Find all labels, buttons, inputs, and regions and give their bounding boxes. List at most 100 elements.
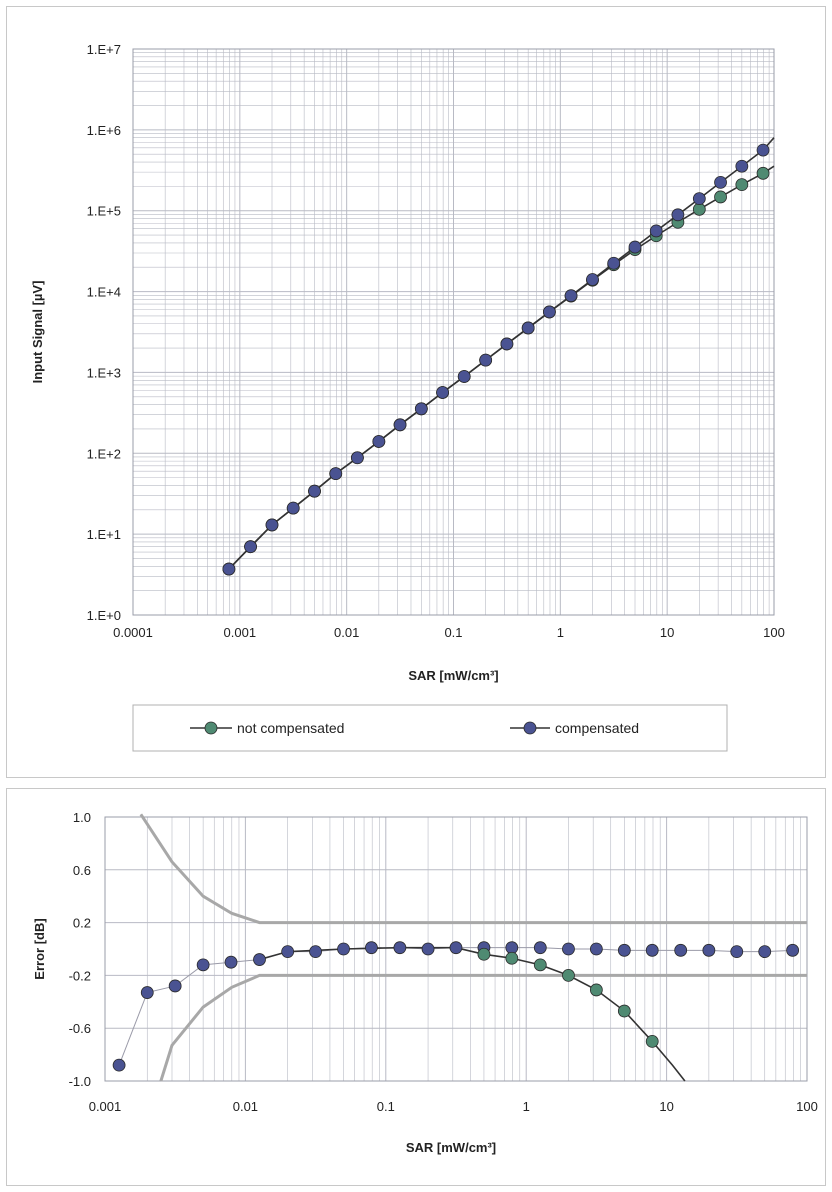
top-y-tick-label: 1.E+0 (87, 608, 121, 623)
bottom-point-compensated (309, 945, 322, 959)
bottom-y-tick-label: 0.6 (73, 863, 91, 878)
bottom-plot-frame (104, 816, 808, 1082)
bottom-y-tick-label: -0.2 (69, 968, 91, 983)
top-point-compensated (542, 305, 556, 319)
bottom-point-compensated (533, 941, 547, 955)
top-point-compensated (756, 143, 770, 157)
bottom-point-compensated (449, 941, 463, 955)
top-y-tick-label: 1.E+4 (87, 285, 121, 300)
bottom-point-compensated (140, 986, 154, 999)
bottom-point-compensated (617, 943, 631, 957)
bottom-point-not-compensated (533, 958, 547, 972)
top-point-compensated (649, 224, 663, 238)
top-point-compensated (628, 240, 642, 254)
bottom-point-compensated (562, 942, 575, 956)
bottom-point-compensated (421, 942, 435, 956)
top-x-tick-label: 0.01 (334, 625, 359, 640)
bottom-x-tick-label: 0.01 (233, 1099, 258, 1114)
top-y-tick-label: 1.E+3 (87, 365, 121, 380)
top-series-compensated-line (228, 137, 775, 570)
bottom-point-compensated (365, 941, 378, 955)
legend-not-compensated-label: not compensated (237, 720, 344, 736)
top-series-not-compensated-line (228, 165, 775, 570)
top-point-compensated (607, 256, 621, 270)
top-point-compensated (457, 370, 471, 383)
top-point-compensated (350, 451, 364, 465)
top-y-tick-label: 1.E+5 (87, 204, 121, 219)
top-y-tick-label: 1.E+1 (87, 527, 121, 542)
bottom-upper-limit-line (139, 813, 807, 925)
top-x-tick-label: 0.0001 (113, 625, 153, 640)
top-point-not-compensated (756, 166, 770, 180)
top-x-tick-label: 1 (557, 625, 564, 640)
legend-compensated-label: compensated (555, 720, 639, 736)
top-point-compensated (414, 402, 428, 416)
bottom-point-not-compensated (505, 951, 519, 965)
top-point-compensated (735, 159, 749, 173)
bottom-point-not-compensated (617, 1004, 631, 1018)
top-x-tick-label: 10 (660, 625, 674, 640)
top-point-compensated (286, 501, 300, 515)
bottom-lower-limit-line (159, 973, 807, 1082)
top-y-tick-label: 1.E+6 (87, 123, 121, 138)
top-point-compensated (329, 467, 343, 481)
top-point-compensated (436, 386, 449, 399)
top-y-axis-label: Input Signal [µV] (30, 281, 45, 384)
bottom-series-not-compensated-line (259, 946, 686, 1082)
bottom-point-compensated (758, 945, 772, 959)
top-point-compensated (714, 175, 727, 189)
bottom-series-compensated-line (118, 947, 793, 1066)
top-y-tick-label: 1.E+2 (87, 446, 121, 461)
top-x-tick-label: 0.1 (444, 625, 462, 640)
bottom-point-compensated (196, 958, 210, 972)
top-point-compensated (265, 518, 279, 532)
top-x-tick-label: 100 (763, 625, 785, 640)
bottom-point-compensated (645, 943, 659, 957)
top-chart-panel (6, 6, 826, 778)
top-point-compensated (479, 353, 493, 367)
bottom-y-tick-label: -0.6 (69, 1021, 91, 1036)
bottom-point-compensated (112, 1058, 126, 1072)
bottom-point-not-compensated (645, 1035, 659, 1048)
bottom-chart-panel (6, 788, 826, 1186)
bottom-point-compensated (702, 943, 716, 957)
bottom-point-not-compensated (562, 969, 575, 982)
bottom-point-compensated (786, 943, 800, 957)
bottom-point-not-compensated (589, 983, 603, 997)
bottom-x-tick-label: 0.001 (89, 1099, 122, 1114)
bottom-point-compensated (674, 943, 688, 957)
top-point-not-compensated (735, 178, 749, 192)
top-y-tick-label: 1.E+7 (87, 42, 121, 57)
bottom-x-tick-label: 10 (659, 1099, 673, 1114)
bottom-point-compensated (168, 979, 182, 993)
bottom-point-compensated (281, 945, 295, 959)
bottom-x-tick-label: 100 (796, 1099, 818, 1114)
top-point-compensated (586, 273, 599, 286)
legend-compensated-marker (523, 721, 537, 735)
top-point-compensated (564, 289, 578, 303)
bottom-point-not-compensated (477, 947, 491, 961)
bottom-point-compensated (730, 945, 744, 959)
top-point-not-compensated (714, 190, 727, 204)
bottom-x-tick-label: 0.1 (377, 1099, 395, 1114)
bottom-y-tick-label: -1.0 (69, 1074, 91, 1089)
top-point-compensated (500, 337, 514, 351)
bottom-y-tick-label: 0.2 (73, 916, 91, 931)
legend-not-compensated-marker (204, 721, 218, 735)
bottom-point-compensated (393, 941, 407, 955)
top-plot-frame (132, 48, 775, 616)
top-point-compensated (521, 321, 535, 335)
bottom-y-axis-label: Error [dB] (32, 918, 47, 979)
bottom-point-compensated (224, 955, 238, 969)
top-x-tick-label: 0.001 (224, 625, 257, 640)
bottom-y-tick-label: 1.0 (73, 810, 91, 825)
top-point-compensated (671, 208, 685, 222)
top-point-compensated (244, 540, 257, 554)
bottom-point-compensated (589, 942, 603, 956)
bottom-point-compensated (337, 942, 350, 956)
top-point-compensated (308, 484, 321, 498)
top-point-not-compensated (692, 202, 706, 216)
top-point-compensated (393, 418, 407, 432)
bottom-x-axis-label: SAR [mW/cm³] (406, 1140, 496, 1155)
